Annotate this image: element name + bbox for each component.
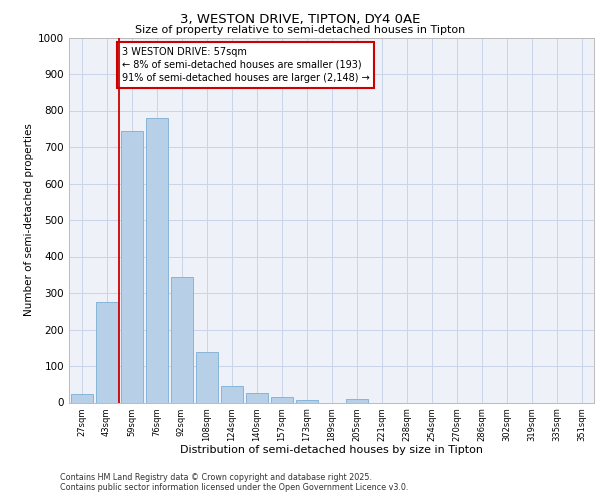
Bar [245, 392, 268, 402]
Bar [95, 302, 118, 402]
Bar [346, 399, 367, 402]
Bar [271, 397, 293, 402]
Bar [296, 400, 317, 402]
Bar [121, 130, 143, 402]
X-axis label: Distribution of semi-detached houses by size in Tipton: Distribution of semi-detached houses by … [180, 446, 483, 456]
Text: Contains HM Land Registry data © Crown copyright and database right 2025.
Contai: Contains HM Land Registry data © Crown c… [60, 473, 409, 492]
Bar [170, 276, 193, 402]
Text: Size of property relative to semi-detached houses in Tipton: Size of property relative to semi-detach… [135, 25, 465, 35]
Bar [196, 352, 218, 403]
Text: 3, WESTON DRIVE, TIPTON, DY4 0AE: 3, WESTON DRIVE, TIPTON, DY4 0AE [180, 12, 420, 26]
Text: 3 WESTON DRIVE: 57sqm
← 8% of semi-detached houses are smaller (193)
91% of semi: 3 WESTON DRIVE: 57sqm ← 8% of semi-detac… [121, 46, 369, 83]
Bar [71, 394, 92, 402]
Bar [221, 386, 242, 402]
Y-axis label: Number of semi-detached properties: Number of semi-detached properties [24, 124, 34, 316]
Bar [146, 118, 167, 403]
